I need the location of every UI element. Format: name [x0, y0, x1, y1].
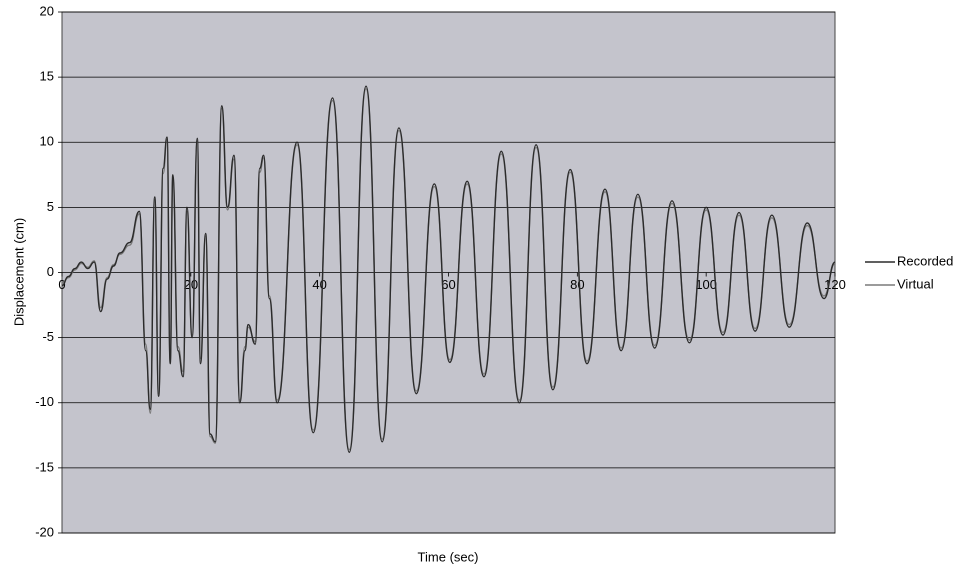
legend	[860, 250, 963, 296]
x-tick-label: 100	[695, 277, 717, 292]
data-line	[61, 85, 836, 453]
x-tick-label: 60	[441, 277, 455, 292]
y-tick-label: -5	[42, 329, 54, 344]
y-tick-label: 15	[40, 69, 54, 84]
x-axis-label: Time (sec)	[418, 549, 479, 564]
x-tick-label: 40	[312, 277, 326, 292]
y-tick-label: -15	[35, 459, 54, 474]
x-tick-label: 80	[570, 277, 584, 292]
y-tick-label: 10	[40, 134, 54, 149]
legend-label: Virtual	[897, 276, 934, 291]
y-tick-label: 0	[47, 264, 54, 279]
x-tick-label: 0	[58, 277, 65, 292]
legend-label: Recorded	[897, 253, 953, 268]
y-tick-label: 5	[47, 199, 54, 214]
y-tick-label: -20	[35, 524, 54, 539]
y-tick-label: 20	[40, 3, 54, 18]
y-tick-label: -10	[35, 394, 54, 409]
y-axis-label: Displacement (cm)	[11, 218, 26, 326]
